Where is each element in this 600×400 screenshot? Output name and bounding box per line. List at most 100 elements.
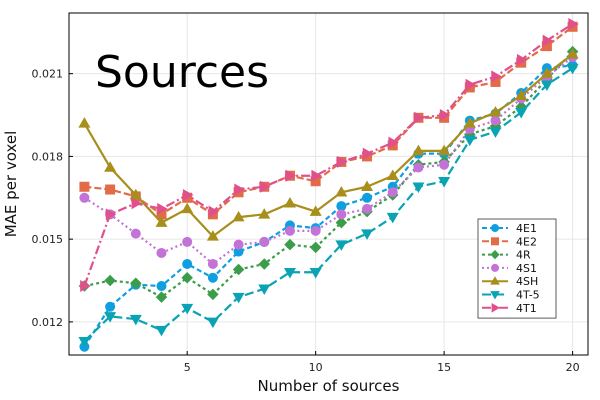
data-point-4t-5 <box>335 240 348 251</box>
data-point-4s1 <box>79 192 90 203</box>
legend-label-4r: 4R <box>516 249 531 262</box>
data-point-4sh <box>232 210 245 222</box>
data-point-4sh <box>540 67 553 78</box>
data-point-4t1 <box>131 197 143 210</box>
y-tick-label: 0.021 <box>32 68 64 81</box>
y-tick-label: 0.018 <box>32 150 64 163</box>
data-point-4t1 <box>208 205 220 218</box>
data-point-4e2 <box>310 176 321 187</box>
data-point-4t1 <box>439 109 451 122</box>
data-point-4e1 <box>336 201 347 212</box>
data-point-4s1 <box>490 115 501 126</box>
data-point-4e1 <box>233 246 244 257</box>
data-point-4e1 <box>207 272 218 283</box>
data-point-4t1 <box>157 202 168 215</box>
data-point-4s1 <box>439 159 450 170</box>
y-tick-label: 0.015 <box>32 233 64 246</box>
series-4t1 <box>80 18 579 293</box>
legend-label-4sh: 4SH <box>516 275 538 288</box>
data-point-4sh <box>438 144 451 156</box>
data-point-4sh <box>309 205 322 216</box>
data-point-4t-5 <box>566 63 579 75</box>
data-point-4sh <box>283 197 296 208</box>
data-point-4t-5 <box>309 268 322 279</box>
data-point-4r <box>181 272 193 284</box>
data-point-4sh <box>386 169 399 180</box>
data-point-4sh <box>463 117 476 128</box>
data-point-4t-5 <box>129 314 142 326</box>
data-point-4t-5 <box>515 108 528 119</box>
series-layer <box>78 18 579 352</box>
data-point-4t1 <box>182 189 194 202</box>
data-point-4r <box>207 288 219 301</box>
data-point-4sh <box>335 186 348 197</box>
data-point-4t1 <box>516 53 528 66</box>
legend-marker-4s1 <box>491 263 499 272</box>
data-point-4t1 <box>465 78 477 91</box>
legend-marker-4sh <box>490 276 500 285</box>
x-axis-label: Number of sources <box>258 377 400 395</box>
data-point-4sh <box>258 208 271 219</box>
data-point-4t1 <box>414 111 425 124</box>
data-point-4e1 <box>156 281 167 292</box>
data-point-4r <box>309 241 322 254</box>
data-point-4sh <box>155 216 168 227</box>
data-point-4t1 <box>542 34 554 47</box>
data-point-4t1 <box>362 147 374 160</box>
data-point-4s1 <box>336 209 347 220</box>
data-point-4t-5 <box>78 336 91 348</box>
data-point-4sh <box>515 89 528 100</box>
data-point-4t1 <box>80 280 91 293</box>
plot-frame <box>68 12 589 356</box>
data-point-4t1 <box>105 208 117 221</box>
x-tick-label: 5 <box>184 361 191 374</box>
data-point-4t-5 <box>412 182 425 194</box>
legend-marker-4t-5 <box>490 291 500 300</box>
data-point-4sh <box>181 202 194 214</box>
data-point-4t-5 <box>181 303 194 315</box>
data-point-4e2 <box>105 184 116 195</box>
data-point-4t1 <box>568 18 579 31</box>
data-point-4sh <box>78 117 91 128</box>
data-point-4sh <box>206 230 219 241</box>
data-point-4sh <box>129 188 142 200</box>
series-4sh <box>78 48 579 241</box>
legend-label-4e1: 4E1 <box>516 222 537 235</box>
legend-marker-4e1 <box>491 224 499 232</box>
data-point-4t-5 <box>232 292 245 304</box>
legend-label-4s1: 4S1 <box>516 262 537 275</box>
data-point-4t1 <box>285 169 297 182</box>
data-point-4r <box>104 274 116 287</box>
data-point-4e2 <box>79 181 90 192</box>
data-point-4t1 <box>234 183 245 196</box>
data-point-4sh <box>412 144 425 156</box>
sources-annotation: Sources <box>95 47 269 98</box>
data-point-4s1 <box>259 236 270 247</box>
legend-marker-4r <box>490 250 500 260</box>
data-point-4e1 <box>362 192 373 203</box>
data-point-4t-5 <box>489 127 502 138</box>
data-point-4t-5 <box>438 176 451 188</box>
data-point-4t-5 <box>463 135 476 147</box>
data-point-4e2 <box>541 41 552 52</box>
series-line-4r <box>84 50 574 299</box>
series-4t-5 <box>78 63 579 348</box>
data-point-4sh <box>489 106 502 117</box>
data-point-4t-5 <box>258 284 271 296</box>
legend-marker-4e2 <box>491 237 499 246</box>
data-point-4t-5 <box>540 80 553 91</box>
data-point-4s1 <box>207 258 218 269</box>
legend-label-4t-5: 4T-5 <box>516 289 540 302</box>
data-point-4s1 <box>310 225 321 236</box>
x-tick-label: 10 <box>309 361 323 374</box>
data-point-4r <box>232 263 245 276</box>
data-point-4e2 <box>156 209 167 220</box>
y-tick-label: 0.012 <box>32 316 64 329</box>
data-point-4t1 <box>388 136 399 149</box>
legend-marker-4t1 <box>491 303 500 313</box>
data-point-4s1 <box>156 247 167 258</box>
legend-label-4e2: 4E2 <box>516 235 537 248</box>
x-tick-label: 15 <box>437 361 451 374</box>
data-point-4sh <box>104 161 117 172</box>
